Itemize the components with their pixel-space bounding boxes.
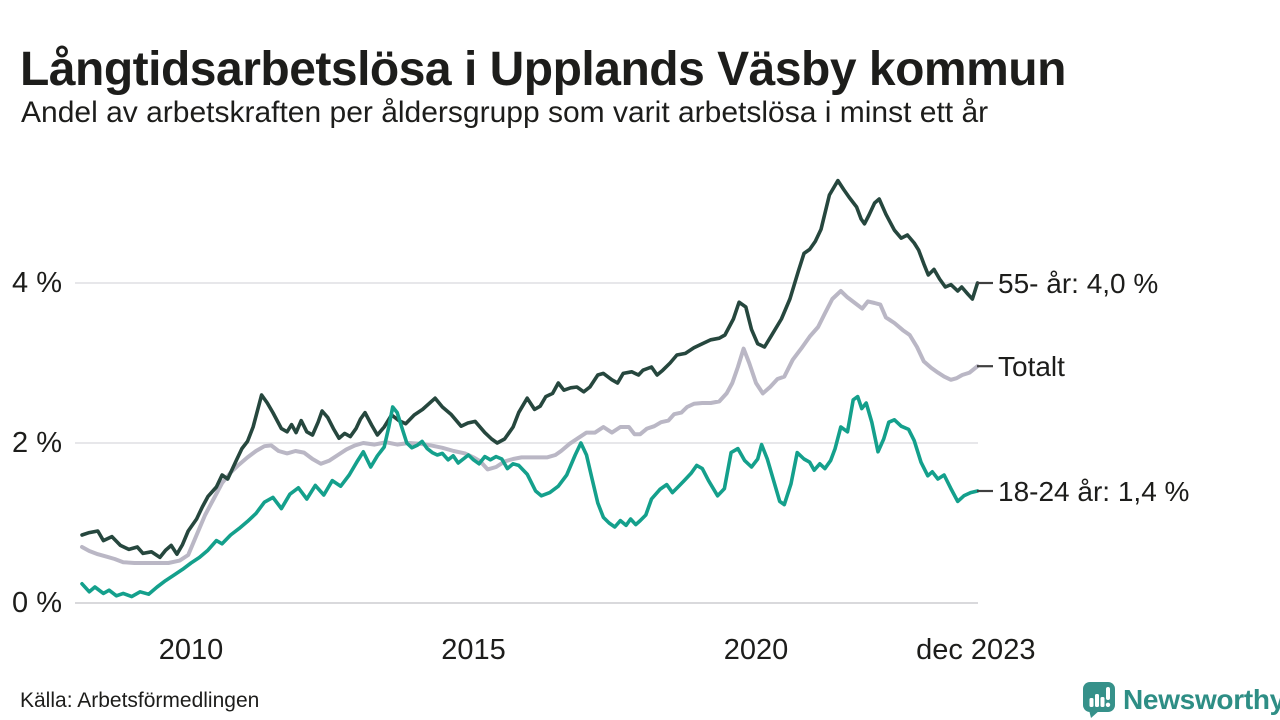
x-axis-label-2010: 2010	[158, 634, 224, 666]
y-axis-label-2pct: 2 %	[12, 427, 62, 459]
x-axis-label-2015: 2015	[441, 634, 506, 666]
source-note: Källa: Arbetsförmedlingen	[20, 689, 260, 712]
end-label-ticks	[977, 281, 993, 493]
x-axis-label-dec-2023: dec 2023	[916, 634, 1036, 666]
bar-chart-speech-bubble-icon	[1083, 682, 1115, 718]
series-line-18-24-ar	[80, 394, 980, 599]
series-end-label-55-ar: 55- år: 4,0 %	[998, 268, 1159, 299]
chart-title: Långtidsarbetslösa i Upplands Väsby komm…	[20, 43, 1066, 97]
y-axis-label-4pct: 4 %	[12, 267, 62, 299]
series-line-55-ar	[80, 178, 980, 560]
gridlines	[75, 282, 978, 604]
newsworthy-wordmark: Newsworthy	[1123, 683, 1280, 715]
x-axis-label-2020: 2020	[723, 634, 789, 666]
series-end-label-totalt: Totalt	[998, 351, 1065, 383]
series-line-totalt	[80, 289, 980, 565]
chart-subtitle: Andel av arbetskraften per åldersgrupp s…	[21, 96, 989, 129]
series-end-label-18-24-ar: 18-24 år: 1,4 %	[998, 476, 1190, 507]
newsworthy-logo: Newsworthy	[1082, 681, 1280, 718]
y-axis-label-0pct: 0 %	[12, 587, 62, 619]
